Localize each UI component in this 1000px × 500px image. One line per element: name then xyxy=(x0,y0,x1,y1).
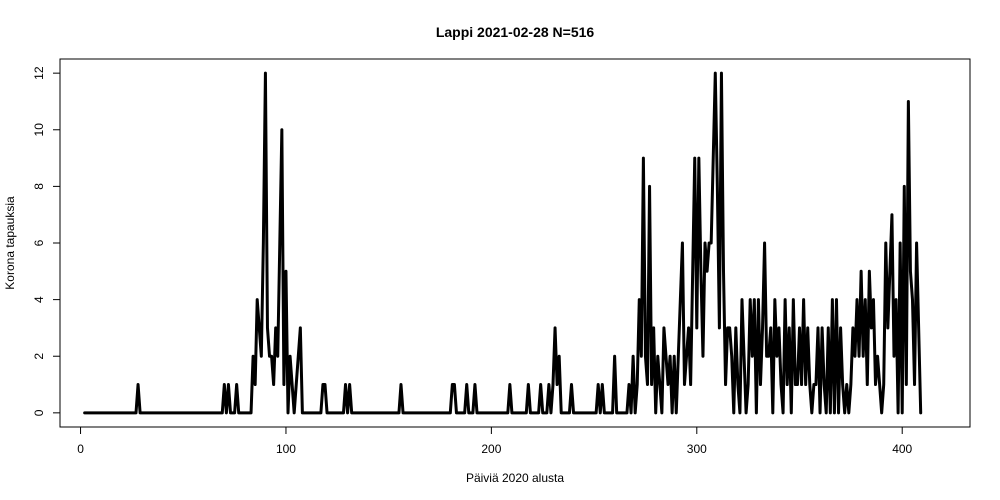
x-tick-label: 100 xyxy=(276,442,296,456)
y-axis-label: Korona tapauksia xyxy=(3,196,17,290)
x-tick-label: 200 xyxy=(481,442,501,456)
y-tick-label: 0 xyxy=(32,409,46,416)
x-tick-label: 0 xyxy=(77,442,84,456)
chart-title: Lappi 2021-02-28 N=516 xyxy=(436,24,595,40)
y-tick-label: 4 xyxy=(32,296,46,303)
y-tick-label: 12 xyxy=(32,66,46,80)
series-line-0 xyxy=(83,71,923,415)
x-tick-label: 300 xyxy=(687,442,707,456)
y-tick-label: 10 xyxy=(32,123,46,137)
x-axis-label: Päiviä 2020 alusta xyxy=(466,471,564,485)
x-axis: 0 100 200 300 400 xyxy=(77,427,913,456)
y-tick-label: 8 xyxy=(32,183,46,190)
y-tick-label: 2 xyxy=(32,353,46,360)
x-tick-label: 400 xyxy=(892,442,912,456)
y-axis: 0 2 4 6 8 10 12 xyxy=(32,66,60,416)
series-layer xyxy=(83,71,923,415)
y-tick-label: 6 xyxy=(32,239,46,246)
